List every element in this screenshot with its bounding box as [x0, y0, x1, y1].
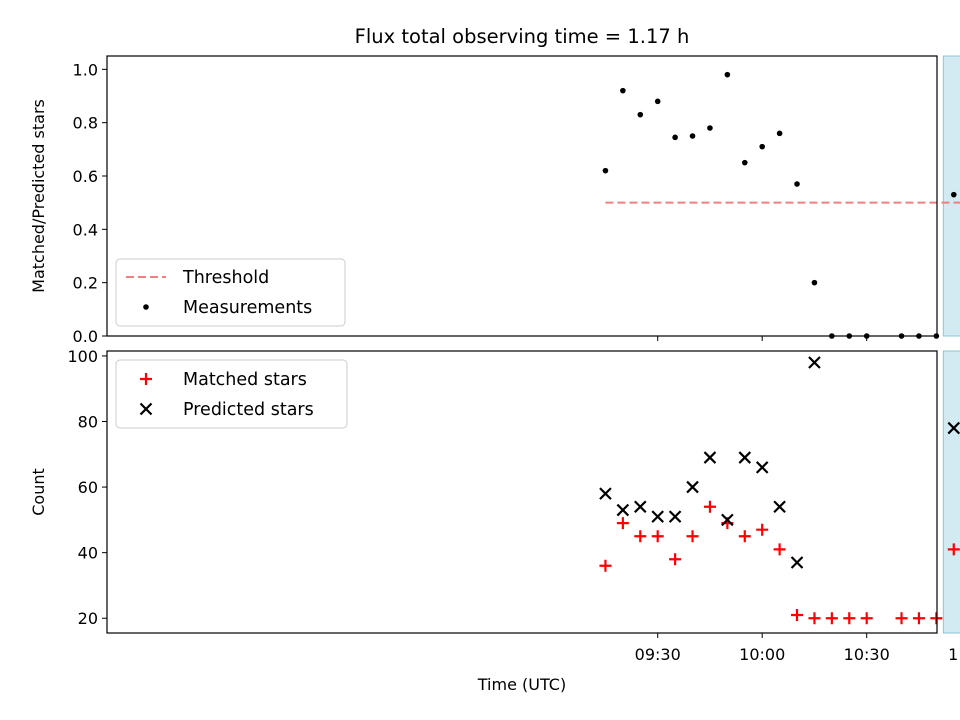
matched-stars-point — [791, 608, 804, 621]
y-tick-label: 0.6 — [73, 167, 98, 186]
y-tick-label: 40 — [78, 544, 98, 563]
predicted-stars-point — [738, 451, 752, 464]
matched-stars-point — [738, 530, 751, 543]
measurement-point — [654, 98, 661, 105]
measurement-point — [811, 279, 818, 286]
predicted-stars-point — [703, 451, 717, 464]
measurement-point — [776, 130, 783, 137]
y-tick-label: 80 — [78, 413, 98, 432]
measurement-point — [689, 133, 696, 139]
predicted-stars-point — [616, 503, 630, 517]
predicted-stars-point — [808, 356, 821, 369]
predicted-stars-point — [651, 510, 664, 523]
matched-stars-point — [686, 530, 699, 543]
measurement-point — [672, 134, 678, 141]
matched-stars-point — [930, 612, 943, 625]
legend: Matched stars Predicted stars — [115, 359, 348, 429]
matched-stars-point — [773, 543, 786, 556]
predicted-stars-point — [686, 480, 699, 494]
matched-stars-point — [895, 612, 908, 625]
predicted-stars-point — [599, 487, 612, 500]
legend-measurements-label: Measurements — [183, 298, 312, 318]
y-tick-label: 0.2 — [73, 274, 98, 293]
matched-stars-point — [634, 530, 647, 543]
measurement-point — [741, 159, 748, 166]
matched-stars-point — [669, 553, 682, 566]
count-panel: 2040608010009:3010:0010:3011:0011:3012:0… — [29, 347, 960, 694]
x-tick-label: 10:30 — [844, 645, 890, 664]
x-axis-label: Time (UTC) — [477, 675, 566, 694]
y-tick-label: 60 — [78, 478, 98, 497]
matched-stars-point — [703, 500, 716, 513]
measurement-point — [724, 71, 731, 78]
legend-threshold-label: Threshold — [182, 268, 269, 288]
y-axis-label: Count — [29, 468, 48, 516]
predicted-stars-point — [755, 461, 769, 474]
predicted-stars-point — [790, 556, 804, 569]
axes-frame — [106, 350, 938, 634]
y-axis-label: Matched/Predicted stars — [29, 99, 48, 293]
measurement-point — [707, 125, 713, 131]
y-tick-label: 0.0 — [73, 327, 98, 346]
chart-title: Flux total observing time = 1.17 h — [355, 25, 690, 48]
legend-predicted-swatch — [139, 402, 153, 416]
matched-stars-point — [947, 543, 960, 556]
matched-stars-point — [825, 612, 838, 625]
measurement-point — [950, 191, 957, 198]
x-tick-label: 10:00 — [739, 645, 785, 664]
matched-stars-point — [651, 530, 664, 543]
axes-frame — [106, 55, 938, 337]
predicted-stars-point — [947, 421, 960, 435]
x-tick-label: 09:30 — [635, 645, 681, 664]
legend-box — [115, 258, 346, 327]
matched-stars-point — [912, 612, 925, 625]
predicted-stars-point — [634, 500, 647, 514]
legend-matched-swatch — [140, 373, 152, 385]
x-tick-label: 11:00 — [948, 645, 960, 664]
predicted-stars-point — [773, 500, 786, 514]
measurement-point — [794, 181, 800, 187]
matched-stars-point — [599, 559, 612, 572]
measurement-point — [637, 111, 644, 118]
legend: Threshold Measurements — [115, 258, 346, 327]
measurement-point — [602, 167, 609, 174]
ratio-panel: 0.0 0.2 0.4 0.6 0.8 1.0 Flux total observing t… — [29, 25, 960, 346]
legend-box — [115, 359, 348, 429]
matched-stars-point — [860, 612, 873, 625]
predicted-stars-point — [721, 513, 734, 527]
matched-stars-point — [843, 612, 856, 625]
y-tick-label: 20 — [78, 609, 98, 628]
observing-window-span — [942, 350, 960, 634]
y-tick-label: 0.4 — [73, 220, 98, 239]
measurement-point — [759, 143, 765, 150]
matched-stars-point — [756, 523, 769, 536]
matched-stars-point — [616, 517, 629, 530]
y-tick-label: 100 — [67, 347, 98, 366]
y-tick-label: 0.8 — [73, 114, 98, 133]
y-tick-label: 1.0 — [73, 60, 98, 79]
predicted-stars-point — [668, 510, 682, 523]
measurement-point — [620, 87, 626, 94]
legend-predicted-label: Predicted stars — [183, 400, 314, 420]
matched-stars-point — [808, 612, 821, 625]
legend-measurements-swatch — [143, 304, 149, 310]
legend-matched-label: Matched stars — [183, 370, 307, 390]
